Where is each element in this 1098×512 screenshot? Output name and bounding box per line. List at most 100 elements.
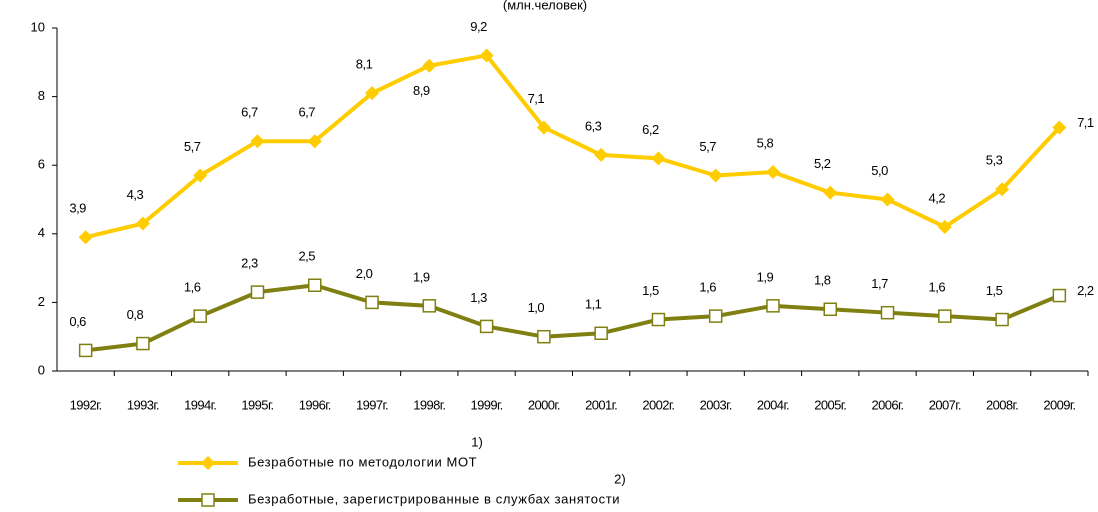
point: [995, 312, 1009, 327]
y-tick-label: 4: [38, 225, 45, 240]
data-label: 6,7: [241, 105, 258, 120]
data-label: 2,3: [241, 256, 258, 271]
data-label: 1,3: [470, 290, 487, 305]
data-label: 2,0: [356, 266, 373, 281]
x-tick-label: 2002г.: [642, 397, 674, 412]
x-tick-label: 2000г.: [528, 397, 560, 412]
x-tick-label: 2006г.: [871, 397, 903, 412]
data-label: 5,7: [699, 139, 716, 154]
data-label: 9,2: [470, 19, 487, 34]
point: [594, 147, 609, 162]
x-tick-label: 1998г.: [413, 397, 445, 412]
data-label: 0,6: [69, 314, 86, 329]
data-label: 0,8: [127, 307, 144, 322]
point: [250, 285, 265, 299]
legend-note: 2): [614, 471, 626, 486]
legend-note: 1): [471, 434, 483, 449]
x-tick-label: 2003г.: [700, 397, 732, 412]
point: [537, 329, 551, 344]
data-label: 5,7: [184, 139, 201, 154]
data-label: 1,1: [585, 297, 602, 312]
point: [823, 302, 837, 317]
y-tick-label: 0: [38, 362, 45, 377]
x-tick-label: 1994г.: [184, 397, 216, 412]
y-tick-label: 8: [38, 88, 45, 103]
point: [308, 278, 322, 292]
y-tick-label: 2: [38, 294, 45, 309]
legend-label: Безработные, зарегистрированные в служба…: [248, 491, 620, 506]
data-label: 1,5: [986, 283, 1003, 298]
point: [765, 165, 780, 180]
data-label: 1,5: [642, 283, 659, 298]
point: [422, 58, 437, 73]
point: [766, 299, 780, 313]
x-tick-label: 2001г.: [585, 397, 617, 412]
point: [651, 312, 666, 327]
point: [422, 299, 437, 313]
point: [1052, 288, 1067, 303]
data-label: 1,0: [528, 300, 545, 315]
point: [201, 493, 215, 507]
point: [193, 168, 208, 183]
legend-label: Безработные по методологии МОТ: [248, 454, 477, 469]
data-label: 5,8: [757, 135, 774, 150]
point: [651, 151, 666, 166]
y-tick-label: 10: [31, 19, 45, 34]
point: [823, 185, 838, 200]
point: [536, 120, 551, 135]
x-tick-label: 1992г.: [70, 397, 102, 412]
point: [201, 456, 215, 470]
series-line: [85, 53, 1061, 240]
point: [938, 309, 952, 323]
chart-subtitle: (млн.человек): [503, 0, 587, 12]
point: [307, 134, 322, 149]
x-tick-label: 2009г.: [1043, 397, 1075, 412]
data-label: 3,9: [69, 201, 86, 216]
point: [365, 295, 379, 310]
point: [937, 219, 952, 234]
data-label: 1,6: [699, 280, 716, 295]
y-tick-label: 6: [38, 157, 45, 172]
data-label: 7,1: [1077, 115, 1094, 130]
data-label: 4,2: [929, 190, 946, 205]
x-tick-label: 1999г.: [471, 397, 503, 412]
point: [880, 192, 895, 207]
series-line: [85, 283, 1061, 353]
point: [1052, 120, 1067, 135]
data-label: 1,9: [413, 269, 430, 284]
x-tick-label: 2005г.: [814, 397, 846, 412]
x-tick-label: 1996г.: [299, 397, 331, 412]
data-label: 1,6: [184, 280, 201, 295]
point: [708, 168, 723, 183]
x-tick-label: 2008г.: [986, 397, 1018, 412]
point: [880, 305, 895, 320]
data-label: 2,5: [298, 249, 315, 264]
data-label: 1,8: [814, 273, 831, 288]
data-label: 5,3: [986, 153, 1003, 168]
point: [250, 134, 265, 149]
data-label: 7,1: [528, 91, 545, 106]
point: [708, 309, 723, 323]
data-label: 1,9: [757, 269, 774, 284]
data-label: 8,9: [413, 83, 430, 98]
data-label: 4,3: [127, 187, 144, 202]
point: [995, 182, 1010, 197]
x-tick-label: 2007г.: [929, 397, 961, 412]
x-tick-label: 1995г.: [241, 397, 273, 412]
data-label: 6,3: [585, 118, 602, 133]
point: [479, 48, 494, 63]
x-tick-label: 1993г.: [127, 397, 159, 412]
point: [135, 216, 150, 231]
point: [365, 86, 380, 101]
x-tick-label: 2004г.: [757, 397, 789, 412]
x-tick-label: 1997г.: [356, 397, 388, 412]
data-label: 1,7: [871, 276, 888, 291]
point: [136, 336, 150, 351]
point: [78, 230, 93, 245]
data-label: 1,6: [929, 280, 946, 295]
data-label: 5,0: [871, 163, 888, 178]
point: [193, 309, 207, 323]
data-label: 2,2: [1077, 283, 1094, 298]
data-label: 8,1: [356, 57, 373, 72]
